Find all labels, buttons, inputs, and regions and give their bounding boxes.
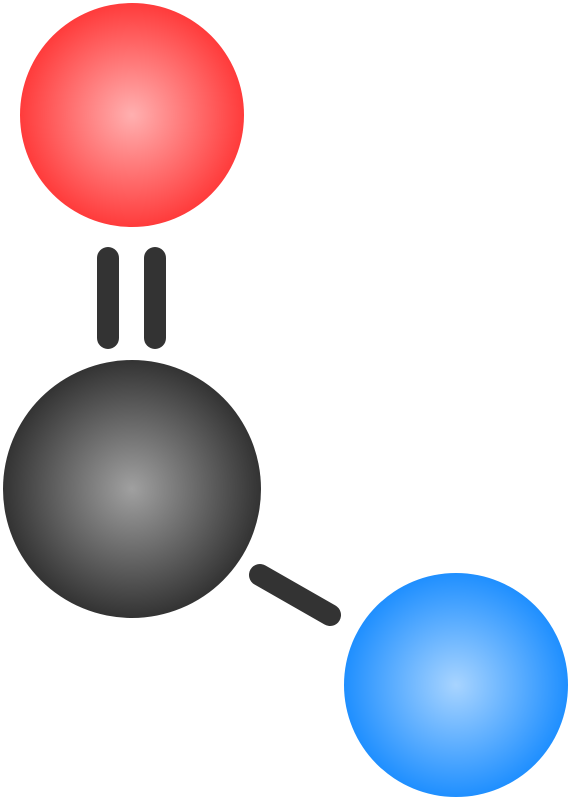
oxygen-atom — [20, 3, 244, 227]
double-bond-oxygen-carbon — [97, 247, 166, 349]
bond-line — [249, 564, 341, 626]
carbon-atom — [3, 360, 261, 618]
single-bond-carbon-nitrogen — [249, 564, 341, 626]
nitrogen-atom — [344, 573, 568, 797]
